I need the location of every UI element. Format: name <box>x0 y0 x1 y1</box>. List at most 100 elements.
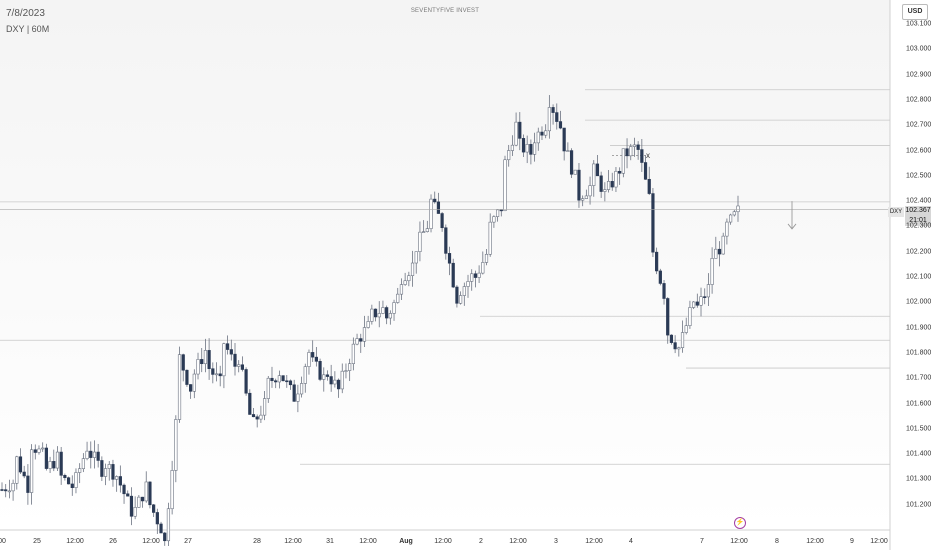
time-tick: 12:00 <box>806 538 824 545</box>
time-tick: 2 <box>479 538 483 545</box>
candle-body <box>262 398 267 416</box>
candle-body <box>444 227 448 254</box>
candle-body <box>629 146 633 157</box>
candle-body <box>299 383 304 395</box>
candle-body <box>736 205 740 213</box>
candle-body <box>618 170 622 174</box>
price-tick: 101.500 <box>906 425 932 433</box>
candle-body <box>562 127 566 152</box>
candle-body <box>115 476 119 480</box>
candle-body <box>92 451 97 458</box>
price-tick: 102.100 <box>906 273 932 281</box>
candle-body <box>63 475 67 479</box>
candle-body <box>525 144 529 153</box>
symbol-interval-label[interactable]: DXY | 60M <box>6 24 50 34</box>
candle-body <box>148 481 152 506</box>
price-tick: 101.900 <box>906 324 932 332</box>
candle-body <box>122 484 126 495</box>
candle-body <box>680 332 685 348</box>
candle-body <box>211 368 215 375</box>
candle-body <box>311 352 315 358</box>
candle-body <box>362 327 367 342</box>
candle-body <box>425 228 429 232</box>
x-annotation-mark[interactable]: x <box>646 151 650 160</box>
candle-body <box>11 482 15 492</box>
candle-body <box>688 307 692 326</box>
candle-body <box>26 475 30 493</box>
candle-body <box>695 301 699 306</box>
candle-body <box>381 307 385 314</box>
candle-body <box>366 321 370 328</box>
symbol-price-tag: DXY <box>888 207 904 217</box>
candle-body <box>499 209 503 212</box>
candle-body <box>307 352 311 367</box>
candle-body <box>129 495 134 517</box>
candle-body <box>240 364 245 370</box>
candle-body <box>66 477 71 485</box>
candle-body <box>392 302 396 314</box>
candle-body <box>440 213 444 229</box>
candle-body <box>606 181 611 190</box>
candle-body <box>588 185 592 197</box>
candle-body <box>203 350 208 365</box>
candle-body <box>37 448 41 453</box>
candle-body <box>196 359 200 375</box>
candle-body <box>566 150 570 152</box>
candle-body <box>214 373 219 376</box>
candle-body <box>163 532 167 542</box>
time-tick: 31 <box>326 538 334 545</box>
lightning-icon[interactable]: ⚡ <box>734 517 746 529</box>
candle-body <box>558 121 563 129</box>
candle-body <box>610 181 614 188</box>
candle-body <box>144 481 148 502</box>
candle-body <box>655 251 659 272</box>
candle-body <box>41 447 45 450</box>
time-tick: 12:00 <box>142 538 160 545</box>
candle-body <box>481 262 485 274</box>
candle-body <box>296 393 300 402</box>
candle-body <box>229 349 233 355</box>
candle-body <box>592 163 596 186</box>
candle-body <box>333 379 337 385</box>
candle-body <box>137 496 141 508</box>
candle-body <box>355 338 359 345</box>
candle-body <box>581 198 585 201</box>
candle-body <box>703 296 707 298</box>
candle-body <box>244 369 248 394</box>
candle-body <box>29 449 34 493</box>
candle-body <box>551 107 555 113</box>
candle-body <box>336 379 341 390</box>
candle-body <box>385 307 389 319</box>
candle-body <box>155 512 159 525</box>
candle-body <box>521 138 526 153</box>
time-tick: 12:00 <box>66 538 84 545</box>
candle-body <box>274 380 278 383</box>
candle-body <box>721 235 725 255</box>
candle-body <box>118 476 122 486</box>
candle-body <box>510 144 514 151</box>
candle-body <box>422 231 426 233</box>
candle-body <box>470 273 474 282</box>
candle-body <box>484 253 489 263</box>
price-tick: 101.300 <box>906 475 932 483</box>
candle-body <box>729 214 733 223</box>
candle-body <box>33 449 37 453</box>
candle-body <box>699 296 703 306</box>
price-tick: 102.000 <box>906 298 932 306</box>
price-tick: 101.700 <box>906 374 932 382</box>
candle-body <box>603 189 607 192</box>
candle-body <box>189 384 193 392</box>
candle-body <box>44 447 48 469</box>
candle-body <box>643 162 648 180</box>
candle-body <box>403 280 407 285</box>
candle-body <box>7 490 11 493</box>
candle-body <box>418 231 422 252</box>
candle-body <box>314 356 318 362</box>
candle-body <box>466 281 470 287</box>
candle-body <box>348 363 352 371</box>
time-tick: 3 <box>554 538 558 545</box>
candle-body <box>259 414 263 420</box>
candle-body <box>503 159 507 212</box>
currency-button[interactable]: USD <box>902 4 928 20</box>
